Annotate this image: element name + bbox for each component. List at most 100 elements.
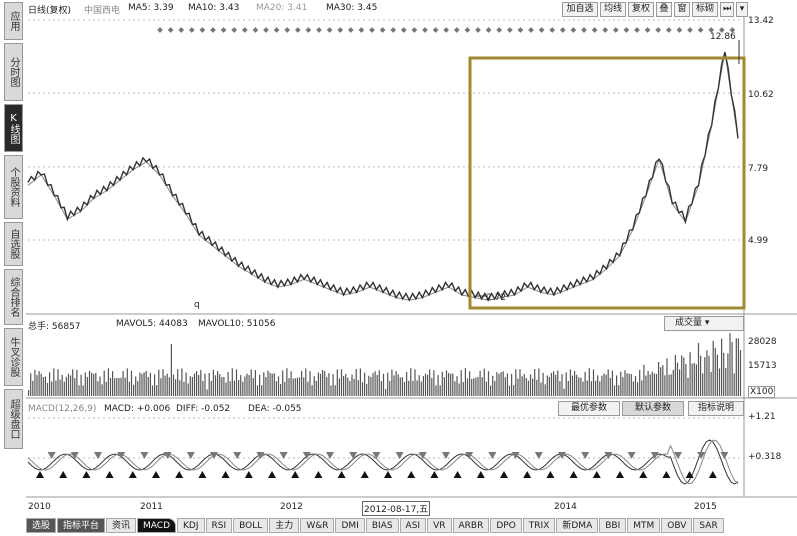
nav-tab-6[interactable]: 综合排名 [4, 269, 23, 325]
ma10-value: MA10: 3.43 [188, 3, 240, 13]
indicator-tab-dma[interactable]: 新DMA [556, 518, 599, 533]
volume-bar [483, 368, 485, 396]
volume-selector[interactable]: 成交量 ▾ [664, 316, 744, 331]
volume-bar [95, 372, 97, 396]
volume-bar [376, 374, 378, 396]
ma30-value: MA30: 3.45 [326, 3, 378, 13]
volume-bar [431, 378, 433, 396]
indicator-tab-mtm[interactable]: MTM [627, 518, 661, 533]
overlay-button[interactable]: 叠 [656, 2, 672, 17]
indicator-tab-vr[interactable]: VR [427, 518, 452, 533]
date-axis-label: 2011 [140, 502, 163, 512]
macd-diff-line [27, 439, 739, 485]
mavol10-value: MAVOL10: 51056 [198, 319, 276, 329]
sell-arrow-icon [627, 452, 636, 459]
indicator-tab-rsi[interactable]: RSI [205, 518, 233, 533]
volume-bar [557, 370, 559, 396]
indicator-tab-obv[interactable]: OBV [661, 518, 693, 533]
volume-bar [107, 368, 109, 396]
indicator-tab-trix[interactable]: TRIX [522, 518, 556, 533]
sell-arrow-icon [94, 452, 102, 459]
volume-bar [347, 377, 349, 396]
nav-tab-3[interactable]: K线图 [4, 104, 23, 152]
indicator-tab-dmi[interactable]: DMI [335, 518, 365, 533]
volume-bar [193, 373, 196, 396]
volume-bar [437, 375, 439, 396]
indicator-tab-macd[interactable]: MACD [137, 518, 177, 533]
skip-end-icon[interactable]: ⏭ [720, 2, 734, 17]
avg-line-button[interactable]: 均线 [600, 2, 626, 17]
kline-chart-area: 日线(复权) 中国西电 MA5: 3.39 MA10: 3.43 MA20: 3… [26, 0, 797, 516]
volume-bar [662, 365, 664, 396]
volume-bar [687, 377, 689, 396]
volume-bar [372, 373, 374, 396]
indicator-tab-bias[interactable]: BIAS [365, 518, 399, 533]
volume-bar [42, 377, 44, 396]
volume-bar [282, 370, 284, 396]
event-marker [294, 27, 301, 33]
nav-tab-2[interactable]: 分时图 [4, 43, 23, 101]
indicator-tab-arbr[interactable]: ARBR [452, 518, 490, 533]
nav-tab-1[interactable]: 应用 [4, 2, 23, 40]
volume-bar [296, 377, 298, 396]
indicator-tab-sar[interactable]: SAR [693, 518, 724, 533]
volume-bar [651, 371, 653, 396]
volume-bar [574, 371, 576, 396]
sell-arrow-icon [279, 452, 288, 459]
volume-bar [475, 377, 477, 396]
volume-bar [664, 375, 666, 396]
nav-tab-7[interactable]: 牛叉诊股 [4, 328, 23, 386]
indicator-tab-boll[interactable]: BOLL [233, 518, 269, 533]
volume-bar [401, 377, 403, 396]
price-kline [27, 52, 739, 302]
nav-tab-8[interactable]: 超级盘口 [4, 389, 23, 449]
volume-bar [105, 381, 107, 396]
indicator-tab-dpo[interactable]: DPO [490, 518, 522, 533]
volume-bar [204, 373, 206, 396]
buy-arrow-icon [128, 471, 137, 478]
volume-bar [506, 373, 508, 396]
volume-bar [57, 369, 59, 396]
indicator-tab-[interactable]: 指标平台 [57, 518, 106, 533]
event-marker [559, 27, 566, 33]
event-marker [263, 27, 269, 33]
volume-bar [219, 374, 221, 396]
volume-bar [154, 374, 156, 396]
volume-bar [649, 374, 651, 396]
add-watchlist-button[interactable]: 加自选 [562, 2, 598, 17]
volume-bar [70, 375, 72, 396]
restore-button[interactable]: 复权 [628, 2, 654, 17]
event-marker [316, 27, 322, 33]
indicator-tab-bbi[interactable]: BBI [599, 518, 627, 533]
optimal-params-button[interactable]: 最优参数 [558, 401, 620, 416]
volume-bar [343, 375, 345, 396]
volume-bar [259, 374, 261, 396]
volume-bar [538, 368, 540, 396]
default-params-button[interactable]: 默认参数 [622, 401, 684, 416]
indicator-tab-[interactable]: 主力 [269, 518, 300, 533]
nav-tab-4[interactable]: 个股资料 [4, 155, 23, 219]
volume-bar [160, 378, 162, 396]
volume-bar [74, 378, 76, 396]
volume-bar [294, 378, 296, 396]
volume-bar [84, 372, 86, 396]
volume-bar [301, 370, 303, 396]
volume-bar [109, 377, 112, 396]
volume-bar [481, 377, 483, 396]
volume-bar [519, 369, 521, 396]
volume-bar [586, 380, 588, 396]
volume-bar [540, 382, 542, 396]
indicator-help-button[interactable]: 指标说明 [688, 401, 744, 416]
volume-bar [700, 355, 702, 396]
indicator-tab-asi[interactable]: ASI [399, 518, 427, 533]
dropdown-icon[interactable]: ▾ [736, 2, 748, 17]
window-button[interactable]: 窗 [674, 2, 690, 17]
indicator-tab-kdj[interactable]: KDJ [177, 518, 205, 533]
sell-arrow-icon [186, 452, 195, 459]
marker-button[interactable]: 标砌 [692, 2, 718, 17]
indicator-tab-wr[interactable]: W&R [300, 518, 335, 533]
indicator-tab-[interactable]: 选股 [26, 518, 57, 533]
nav-tab-5[interactable]: 自选股 [4, 222, 23, 266]
volume-bar [517, 378, 519, 396]
indicator-tab-[interactable]: 资讯 [106, 518, 137, 533]
